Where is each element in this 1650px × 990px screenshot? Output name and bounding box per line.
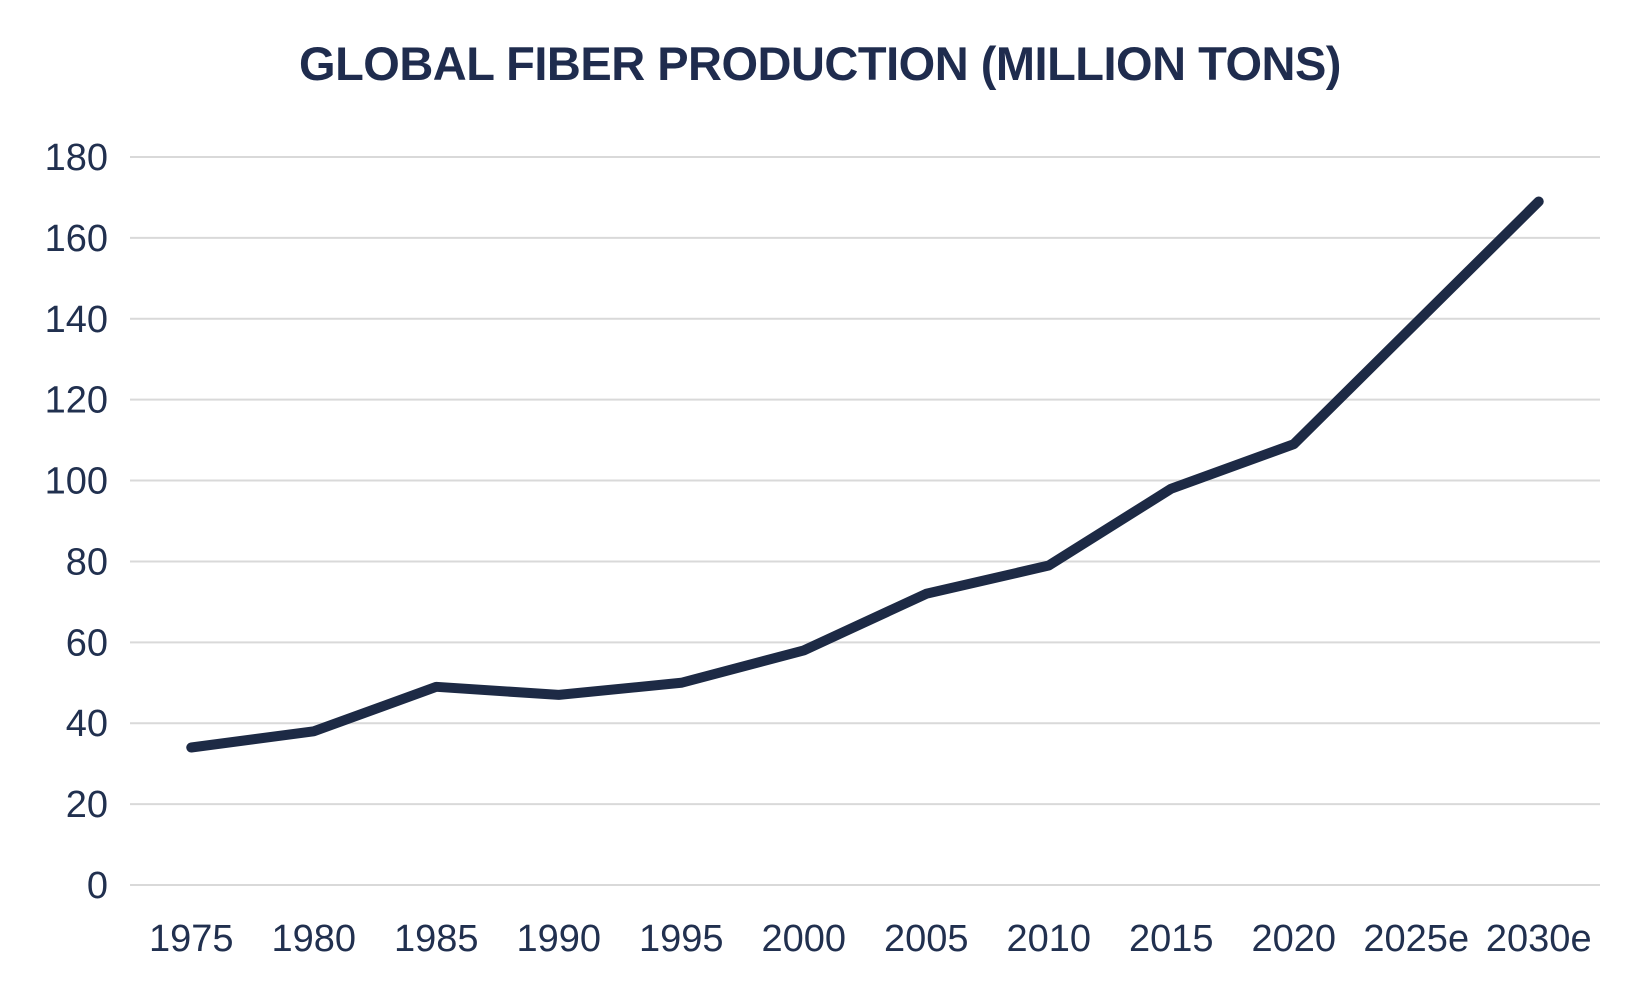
y-tick-label: 60 xyxy=(66,622,108,664)
x-tick-label: 2005 xyxy=(884,918,969,960)
x-tick-label: 1975 xyxy=(149,918,234,960)
y-tick-label: 20 xyxy=(66,784,108,826)
y-tick-label: 40 xyxy=(66,703,108,745)
x-tick-label: 1995 xyxy=(639,918,724,960)
x-tick-label: 2030e xyxy=(1486,918,1592,960)
data-line xyxy=(186,196,1544,753)
x-tick-label: 2000 xyxy=(761,918,846,960)
x-tick-label: 2020 xyxy=(1251,918,1336,960)
y-tick-label: 180 xyxy=(45,137,108,179)
x-tick-label: 1990 xyxy=(516,918,601,960)
x-tick-label: 2015 xyxy=(1129,918,1214,960)
y-tick-label: 140 xyxy=(45,299,108,341)
x-tick-label: 1980 xyxy=(271,918,356,960)
y-tick-label: 0 xyxy=(87,865,108,907)
y-tick-label: 120 xyxy=(45,380,108,422)
chart-title: GLOBAL FIBER PRODUCTION (MILLION TONS) xyxy=(299,37,1341,90)
x-tick-label: 2010 xyxy=(1006,918,1091,960)
x-tick-label: 1985 xyxy=(394,918,479,960)
x-tick-label: 2025e xyxy=(1363,918,1469,960)
y-tick-label: 80 xyxy=(66,541,108,583)
y-tick-label: 160 xyxy=(45,218,108,260)
y-tick-label: 100 xyxy=(45,461,108,503)
